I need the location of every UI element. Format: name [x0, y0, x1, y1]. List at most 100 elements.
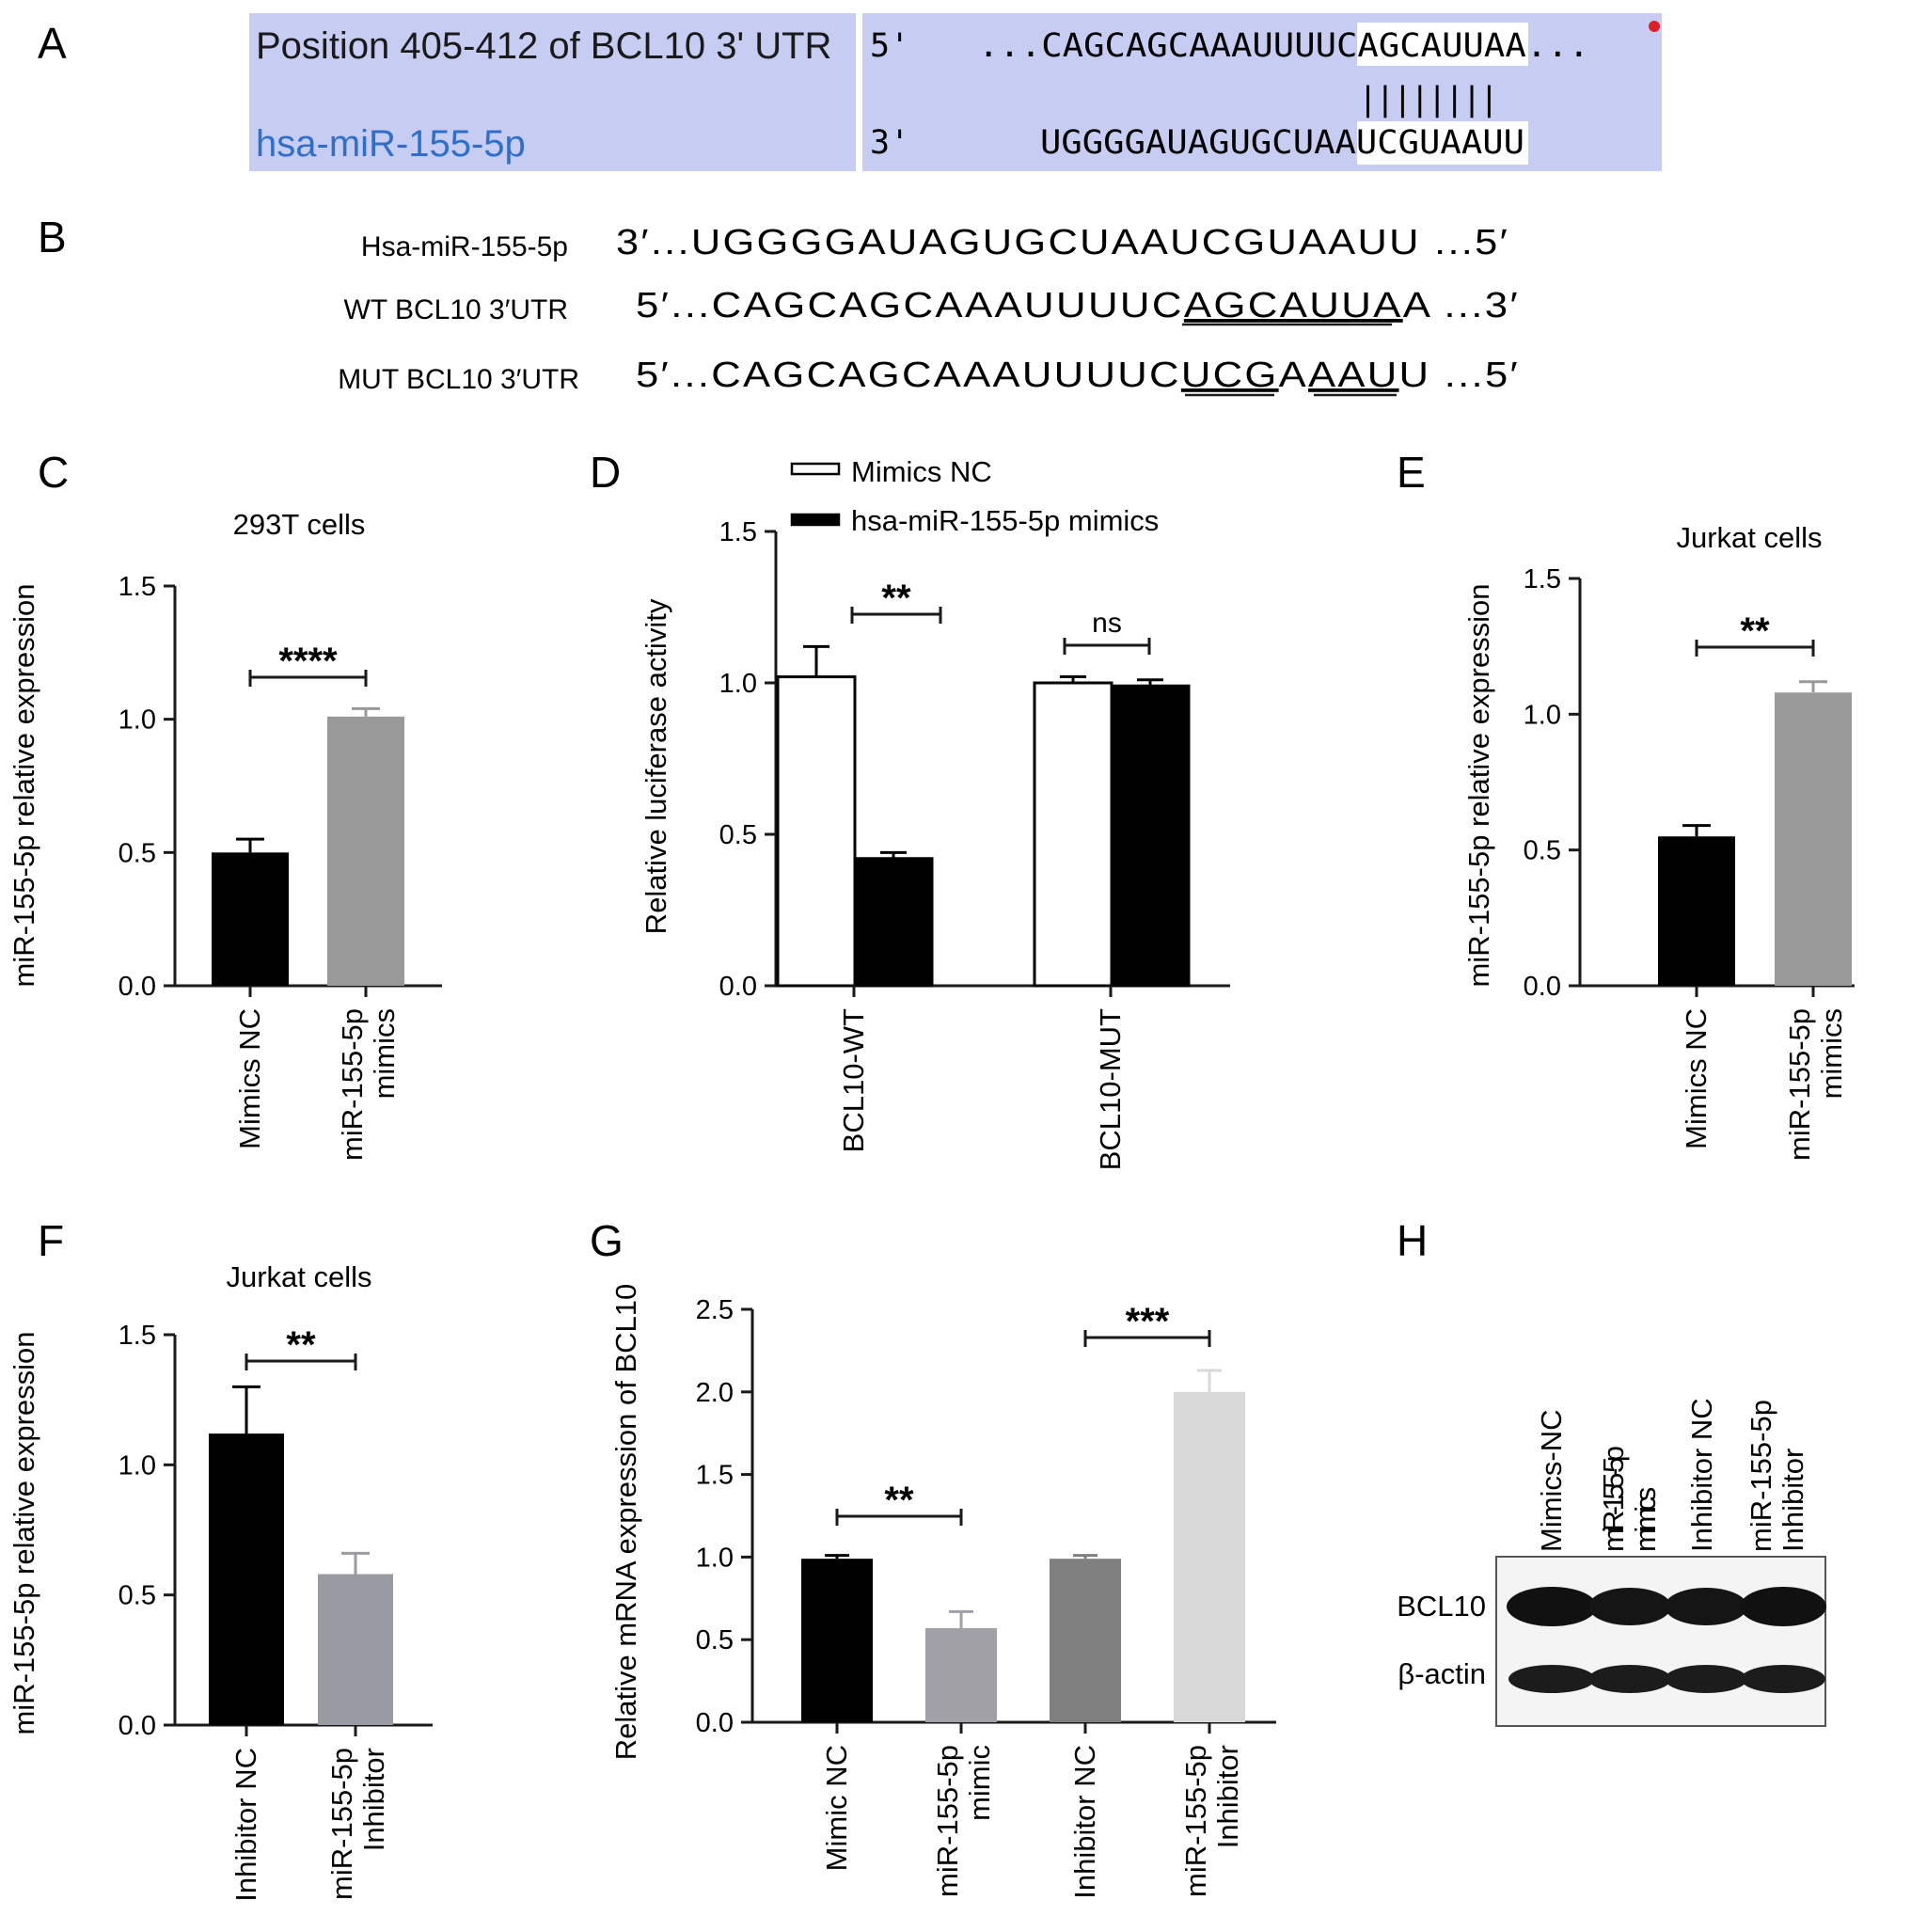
y-tick-label: 2.0 — [696, 1378, 734, 1408]
significance-label: ns — [1092, 608, 1122, 639]
significance-label: *** — [1126, 1301, 1170, 1342]
seq-mut-post: U ...5′ — [1399, 356, 1520, 395]
chart-e-marks: 0.0 0.5 1.0 1.5 Mimics NC miR-155-5pmimics ** — [1524, 564, 1855, 1161]
category-label-line: mimics — [1815, 1008, 1848, 1099]
seq-wt-post: ...3′ — [1430, 286, 1520, 325]
y-tick-label: 0.0 — [1524, 972, 1561, 1002]
seq-wt-mid: A — [1403, 286, 1431, 325]
chart-f: Jurkat cells miR-155-5p relative express… — [8, 1260, 433, 1902]
bar — [801, 1559, 873, 1722]
panel-b-row-label-wt: WT BCL10 3′UTR — [344, 294, 568, 325]
blot-lane-1-text: Mimics-NC — [1535, 1409, 1568, 1552]
y-tick-label: 0.5 — [1524, 836, 1561, 866]
panel-a-utr-label: Position 405-412 of BCL10 3' UTR — [256, 25, 831, 67]
seq-wt-u1: AGCAUUA — [1184, 286, 1403, 325]
panel-letter-b: B — [38, 213, 67, 261]
category-label-line: miR-155-5p — [1783, 1008, 1816, 1161]
blot-lane-4-line2: Inhibitor — [1777, 1449, 1809, 1552]
y-tick-label: 1.5 — [1524, 564, 1561, 594]
blot-band-label-bcl10: BCL10 — [1397, 1590, 1486, 1623]
panel-letter-e: E — [1397, 448, 1426, 497]
significance-label: ** — [884, 1480, 914, 1521]
seq-wt-pre: 5′...CAGCAGCAAAUUUUC — [636, 286, 1184, 325]
y-tick-label: 0.5 — [696, 1625, 734, 1655]
y-tick-label: 1.5 — [696, 1461, 734, 1491]
category-label: miR-155-5pmimics — [1783, 1008, 1848, 1161]
category-label: Mimic NC — [820, 1745, 853, 1871]
y-tick-label: 0.5 — [719, 820, 757, 850]
panel-a-label-box — [249, 13, 856, 171]
blot-band-bcl10-lane4 — [1740, 1587, 1826, 1626]
panel-a-top-seq-suffix: ... — [1526, 27, 1589, 65]
category-label-line: Inhibitor — [1211, 1745, 1244, 1848]
bar — [1050, 1559, 1121, 1722]
y-tick-label: 1.0 — [118, 705, 156, 736]
blot-lane-4-line1: miR-155-5p — [1745, 1400, 1777, 1552]
y-tick-label: 1.5 — [118, 1321, 156, 1351]
bar — [1033, 681, 1113, 988]
blot-band-bcl10-lane3 — [1665, 1588, 1747, 1625]
panel-a-top-seq-prefix: ...CAGCAGCAAAUUUUC — [978, 27, 1357, 65]
category-label-line: miR-155-5p — [931, 1745, 964, 1897]
bar — [1775, 692, 1852, 986]
category-label-line: miR-155-5p — [336, 1008, 369, 1161]
category-label: Inhibitor NC — [229, 1748, 262, 1902]
blot-band-actin-lane4 — [1741, 1665, 1825, 1693]
blot-lane-2-line2: mimics — [1629, 1487, 1662, 1552]
category-label: miR-155-5pInhibitor — [1179, 1745, 1244, 1897]
category-label: BCL10-MUT — [1094, 1008, 1127, 1170]
significance-label: ** — [1740, 610, 1770, 652]
panel-a-seq-box — [862, 13, 1662, 171]
bar — [1658, 836, 1735, 986]
category-label: Mimics NC — [233, 1008, 266, 1149]
category-label: BCL10-WT — [837, 1008, 870, 1152]
panel-letter-h: H — [1397, 1216, 1428, 1265]
category-label: miR-155-5pmimics — [336, 1008, 401, 1161]
bar — [212, 852, 289, 986]
chart-e: Jurkat cells miR-155-5p relative express… — [1462, 521, 1855, 1161]
panel-b-row-seq-mirna: 3′...UGGGGAUAGUGCUAAUCGUAAUU ...5′ — [616, 223, 1509, 262]
chart-e-ylabel: miR-155-5p relative expression — [1462, 583, 1495, 987]
y-tick-label: 2.5 — [696, 1295, 734, 1325]
panel-letter-c: C — [38, 448, 69, 497]
panel-b-row-seq-wt: 5′...CAGCAGCAAAUUUUC AGCAUUA A ...3′ — [636, 286, 1520, 325]
bar — [1174, 1391, 1245, 1722]
chart-d: Relative luciferase activity Mimics NC h… — [640, 455, 1230, 1170]
category-label-line: Inhibitor — [357, 1748, 390, 1851]
bar — [1110, 684, 1191, 988]
panel-a-bottom-seq-match: UCGUAAUU — [1356, 124, 1524, 162]
y-tick-label: 1.0 — [118, 1450, 156, 1481]
significance-label: ** — [286, 1324, 316, 1366]
chart-f-marks: 0.0 0.5 1.0 1.5 Inhibitor NC miR-155-5pInhibi… — [118, 1321, 433, 1902]
y-tick-label: 1.0 — [1524, 700, 1561, 730]
category-label-line: mimic — [963, 1745, 996, 1821]
panel-letter-f: F — [38, 1216, 64, 1265]
blot-band-bcl10-lane2 — [1588, 1588, 1671, 1625]
seq-mut-u1: UCG — [1181, 356, 1279, 395]
blot-lane-4-label: miR-155-5p Inhibitor — [1745, 1391, 1809, 1552]
y-tick-label: 0.0 — [118, 972, 156, 1002]
panel-a-top-prime: 5' — [870, 27, 909, 65]
category-label: miR-155-5pInhibitor — [325, 1748, 390, 1900]
category-label-line: miR-155-5p — [1179, 1745, 1212, 1897]
chart-e-title: Jurkat cells — [1676, 521, 1822, 554]
chart-f-title: Jurkat cells — [226, 1260, 371, 1293]
panel-a-bottom-seq-prefix: UGGGGAUAGUGCUAA — [1040, 124, 1356, 162]
significance-label: ** — [881, 578, 911, 619]
panel-a-pairing: |||||||| — [1358, 81, 1499, 119]
blot-band-actin-lane3 — [1665, 1665, 1747, 1693]
panel-a-alignment: Position 405-412 of BCL10 3' UTR hsa-miR… — [249, 13, 1662, 171]
significance-label: **** — [278, 641, 338, 682]
panel-b-row-label-mut: MUT BCL10 3′UTR — [338, 364, 579, 395]
blot-band-bcl10-lane1 — [1507, 1587, 1597, 1626]
legend-swatch-mimics-nc — [790, 462, 841, 476]
y-tick-label: 1.5 — [118, 572, 156, 602]
panel-a-top-sequence: ...CAGCAGCAAAUUUUC AGCAUUAA... — [978, 27, 1589, 65]
seq-mut-mid: A — [1279, 356, 1308, 395]
y-tick-label: 0.0 — [696, 1708, 734, 1738]
panel-letter-a: A — [38, 19, 67, 68]
blot-band-actin-lane1 — [1508, 1665, 1595, 1693]
blot-band-actin-lane2 — [1588, 1665, 1671, 1693]
chart-c-title: 293T cells — [233, 508, 366, 541]
